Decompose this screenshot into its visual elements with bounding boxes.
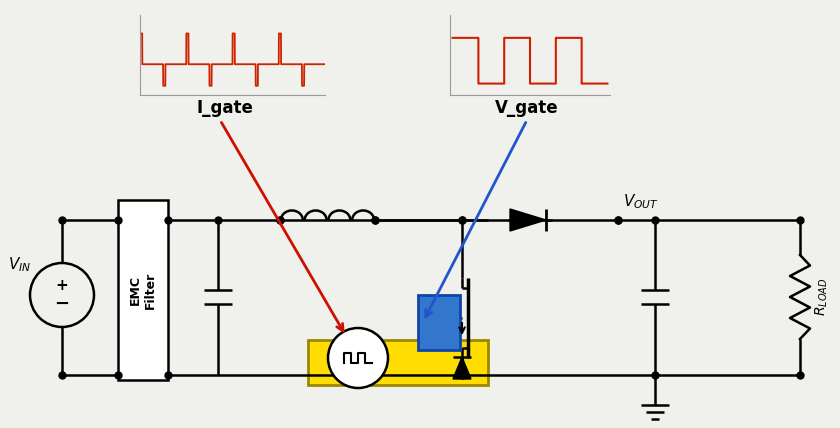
Text: −: − <box>55 295 70 313</box>
FancyBboxPatch shape <box>118 200 168 380</box>
Text: $V_{IN}$: $V_{IN}$ <box>8 256 32 274</box>
FancyBboxPatch shape <box>418 295 460 350</box>
Circle shape <box>328 328 388 388</box>
Text: EMC
Filter: EMC Filter <box>129 271 157 309</box>
Text: I_gate: I_gate <box>197 99 254 117</box>
Text: V_gate: V_gate <box>496 99 559 117</box>
Polygon shape <box>510 209 546 231</box>
Polygon shape <box>453 357 471 379</box>
Text: $V_{OUT}$: $V_{OUT}$ <box>623 193 659 211</box>
FancyBboxPatch shape <box>308 340 488 385</box>
Text: +: + <box>55 279 68 294</box>
Text: $R_{LOAD}$: $R_{LOAD}$ <box>814 278 831 316</box>
